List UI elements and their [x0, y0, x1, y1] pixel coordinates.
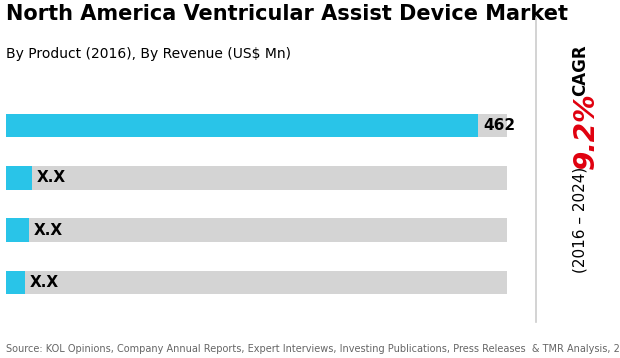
Bar	[6, 114, 507, 137]
Bar	[6, 271, 507, 294]
Text: 462: 462	[483, 118, 515, 133]
Bar	[6, 218, 507, 242]
Text: 9.2%: 9.2%	[572, 92, 600, 169]
Text: North America Ventricular Assist Device Market: North America Ventricular Assist Device …	[6, 4, 568, 24]
Bar	[6, 166, 32, 190]
Text: CAGR: CAGR	[570, 45, 589, 96]
Text: X.X: X.X	[33, 223, 63, 238]
Text: X.X: X.X	[37, 170, 66, 185]
Text: Source: KOL Opinions, Company Annual Reports, Expert Interviews, Investing Publi: Source: KOL Opinions, Company Annual Rep…	[6, 344, 620, 354]
Text: X.X: X.X	[30, 275, 59, 290]
Bar	[6, 114, 478, 137]
Bar	[6, 271, 25, 294]
Text: By Product (2016), By Revenue (US$ Mn): By Product (2016), By Revenue (US$ Mn)	[6, 47, 291, 61]
Text: (2016 – 2024): (2016 – 2024)	[572, 167, 587, 273]
Bar	[6, 218, 29, 242]
Bar	[6, 166, 507, 190]
